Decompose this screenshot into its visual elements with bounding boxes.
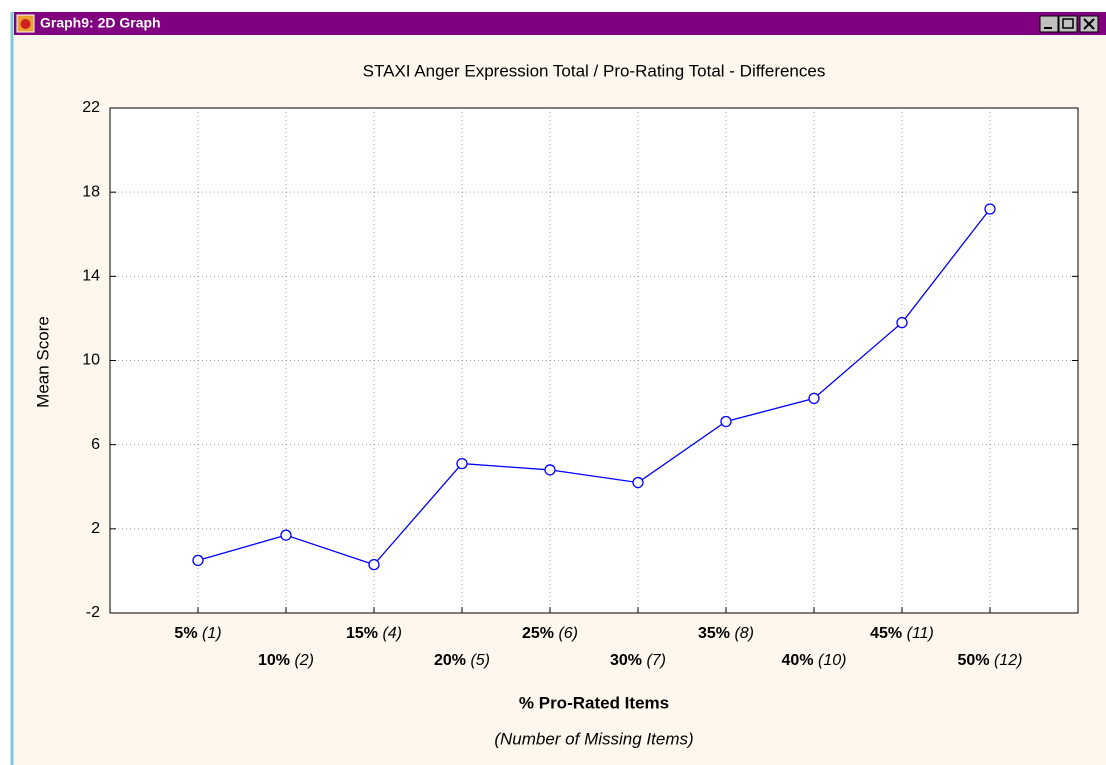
x-tick-count: (7) bbox=[646, 652, 666, 669]
y-tick-label: 6 bbox=[91, 436, 100, 453]
window-buttons[interactable] bbox=[1039, 15, 1099, 33]
x-tick-percent: 50% bbox=[958, 652, 990, 669]
data-point bbox=[808, 392, 820, 405]
x-tick-label: 35% (8) bbox=[698, 625, 754, 642]
x-tick-label: 50% (12) bbox=[958, 652, 1023, 669]
x-tick-count: (4) bbox=[382, 625, 402, 642]
window-icon-dot bbox=[20, 19, 31, 29]
data-point bbox=[632, 476, 644, 489]
x-tick-count: (2) bbox=[294, 652, 314, 669]
window-title: Graph9: 2D Graph bbox=[40, 15, 161, 31]
x-tick-percent: 20% bbox=[434, 652, 466, 669]
y-tick-label: 18 bbox=[82, 183, 100, 200]
x-tick-percent: 25% bbox=[522, 625, 554, 642]
x-axis-label: % Pro-Rated Items bbox=[519, 693, 669, 712]
data-point bbox=[984, 203, 996, 215]
y-tick-label: -2 bbox=[86, 604, 100, 621]
y-tick-label: 2 bbox=[91, 520, 100, 537]
x-tick-count: (5) bbox=[470, 652, 490, 669]
x-tick-count: (12) bbox=[994, 652, 1022, 669]
data-point bbox=[368, 558, 380, 571]
y-tick-label: 22 bbox=[82, 99, 100, 116]
x-tick-count: (10) bbox=[818, 652, 846, 669]
x-tick-count: (8) bbox=[734, 625, 754, 642]
data-point bbox=[192, 554, 204, 567]
x-tick-label: 10% (2) bbox=[258, 652, 314, 669]
data-point bbox=[896, 316, 908, 329]
minimize-button[interactable] bbox=[1039, 15, 1059, 33]
x-tick-percent: 45% bbox=[870, 625, 902, 642]
y-tick-label: 14 bbox=[82, 268, 100, 285]
series-line bbox=[197, 208, 991, 566]
x-tick-percent: 35% bbox=[698, 625, 730, 642]
x-tick-label: 25% (6) bbox=[522, 625, 578, 642]
x-tick-label: 20% (5) bbox=[434, 652, 490, 669]
x-tick-label: 40% (10) bbox=[782, 652, 847, 669]
data-point bbox=[456, 457, 468, 470]
x-tick-percent: 10% bbox=[258, 652, 290, 669]
title-bar bbox=[14, 12, 1106, 35]
y-axis-label: Mean Score bbox=[33, 316, 52, 408]
x-tick-label: 30% (7) bbox=[610, 652, 666, 669]
x-tick-percent: 5% bbox=[174, 625, 197, 642]
chart-title: STAXI Anger Expression Total / Pro-Ratin… bbox=[363, 61, 826, 80]
x-tick-percent: 15% bbox=[346, 625, 378, 642]
x-tick-label: 5% (1) bbox=[174, 625, 221, 642]
data-point bbox=[280, 529, 292, 541]
x-tick-label: 45% (11) bbox=[870, 625, 934, 642]
x-tick-count: (1) bbox=[202, 625, 222, 642]
y-tick-label: 10 bbox=[82, 352, 100, 369]
maximize-glyph bbox=[1062, 18, 1074, 29]
data-point bbox=[720, 415, 732, 428]
x-axis-sublabel: (Number of Missing Items) bbox=[494, 729, 693, 748]
x-tick-count: (6) bbox=[558, 625, 578, 642]
x-tick-percent: 30% bbox=[610, 652, 642, 669]
data-point bbox=[544, 464, 556, 476]
x-tick-label: 15% (4) bbox=[346, 625, 402, 642]
x-tick-count: (11) bbox=[907, 625, 934, 642]
x-tick-percent: 40% bbox=[782, 652, 814, 669]
close-glyph bbox=[1083, 18, 1095, 30]
